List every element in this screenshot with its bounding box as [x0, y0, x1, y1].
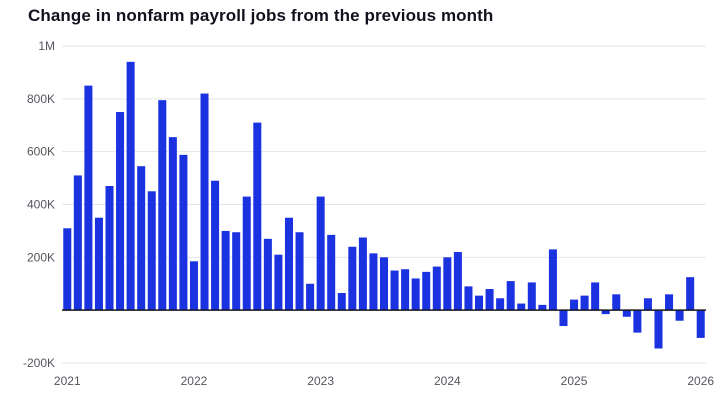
bar: [633, 310, 642, 333]
bar: [665, 294, 674, 311]
bar: [316, 196, 325, 311]
bar: [580, 295, 589, 311]
bar: [401, 269, 410, 311]
chart-title: Change in nonfarm payroll jobs from the …: [28, 6, 494, 25]
bar: [411, 278, 420, 311]
bar: [443, 257, 452, 311]
bar: [263, 238, 272, 311]
bar: [453, 252, 462, 311]
bar: [464, 286, 473, 311]
bar: [548, 249, 557, 311]
bar: [348, 246, 357, 311]
bar: [643, 298, 652, 311]
bar: [84, 85, 93, 311]
bar: [675, 310, 684, 321]
bar: [147, 191, 156, 311]
bar: [559, 310, 568, 327]
bar: [105, 186, 114, 311]
bar: [612, 294, 621, 311]
bar: [591, 282, 600, 311]
bar: [390, 270, 399, 311]
bar: [63, 228, 72, 311]
bar: [538, 304, 547, 311]
y-axis-tick-label: 400K: [27, 198, 55, 212]
bar: [686, 277, 695, 311]
y-axis-tick-label: 1M: [38, 39, 55, 53]
y-axis-tick-label: -200K: [23, 356, 55, 370]
x-axis-tick-label: 2021: [54, 374, 81, 388]
bar: [622, 310, 631, 317]
bar: [284, 217, 293, 311]
bar: [527, 282, 536, 311]
bar: [506, 281, 515, 311]
bar: [654, 310, 663, 349]
bar: [337, 293, 346, 311]
bar: [211, 180, 220, 311]
bar: [475, 295, 484, 311]
bar: [179, 154, 188, 311]
x-axis-tick-label: 2022: [181, 374, 208, 388]
bar: [158, 100, 167, 311]
bar: [379, 257, 389, 311]
y-axis-tick-label: 800K: [27, 92, 55, 106]
y-axis-tick-label: 600K: [27, 145, 55, 159]
bar: [116, 112, 125, 311]
x-axis-tick-label: 2024: [434, 374, 461, 388]
bar: [221, 230, 230, 311]
bar: [369, 253, 378, 311]
bar: [200, 93, 209, 311]
bar: [422, 271, 431, 311]
bar: [189, 261, 198, 311]
bar: [126, 61, 135, 311]
bar: [295, 232, 304, 311]
x-axis-tick-label: 2026: [687, 374, 714, 388]
bar: [232, 232, 241, 311]
bar: [327, 234, 336, 311]
bar: [253, 122, 262, 311]
bar: [570, 299, 579, 311]
bar: [137, 166, 146, 311]
bar: [358, 237, 367, 311]
bar: [242, 196, 251, 311]
bar: [306, 283, 315, 311]
bar: [517, 303, 526, 311]
x-axis-tick-label: 2025: [561, 374, 588, 388]
bar: [94, 217, 103, 311]
bar: [485, 289, 494, 311]
x-axis-tick-label: 2023: [307, 374, 334, 388]
bar: [274, 254, 283, 311]
bar: [496, 298, 505, 311]
bar: [432, 266, 441, 311]
bar: [601, 310, 610, 315]
y-axis-tick-label: 200K: [27, 250, 55, 264]
bar: [696, 310, 705, 338]
bar: [73, 175, 82, 311]
bar: [168, 137, 177, 311]
